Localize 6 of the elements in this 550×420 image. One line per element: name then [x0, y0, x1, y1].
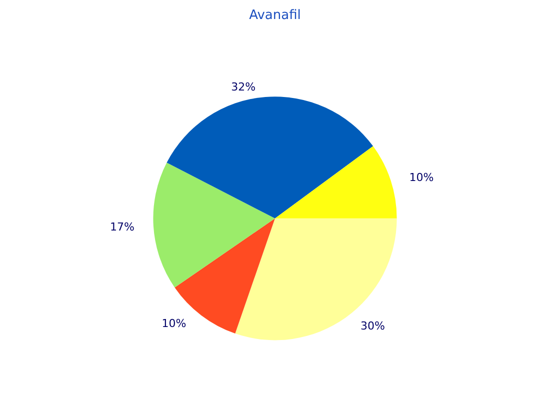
data-label: 30%	[360, 319, 385, 332]
chart-title: Avanafil	[249, 8, 301, 23]
data-label: 10%	[162, 316, 186, 330]
data-label: 32%	[231, 80, 256, 94]
data-label: 10%	[409, 170, 434, 184]
data-label: 17%	[110, 220, 134, 234]
